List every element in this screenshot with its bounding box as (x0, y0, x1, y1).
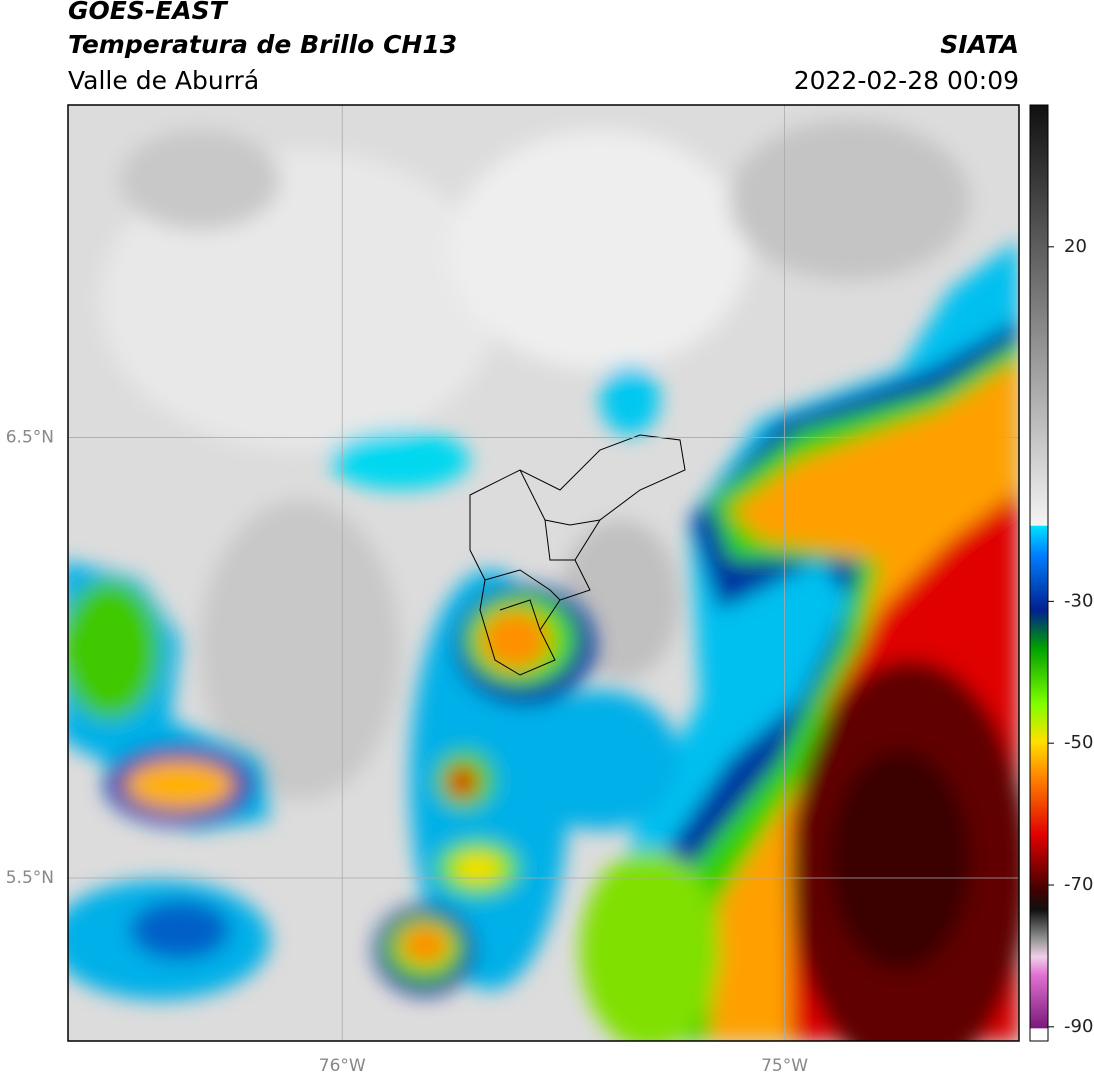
source: SIATA (940, 30, 1019, 59)
region: Valle de Aburrá (68, 66, 259, 95)
satellite-image (68, 105, 1019, 1041)
x-tick-label: 76°W (319, 1056, 366, 1076)
title: GOES-EAST (68, 0, 229, 25)
colorbar-tick-label: -50 (1064, 732, 1093, 753)
datetime: 2022-02-28 00:09 (794, 66, 1019, 95)
y-tick-label: 5.5°N (6, 868, 54, 888)
valley-outline (469, 434, 686, 676)
colorbar-tick-label: -90 (1064, 1016, 1093, 1037)
colorbar-tick-label: -70 (1064, 874, 1093, 895)
x-tick-label: 75°W (761, 1056, 808, 1076)
y-tick-label: 6.5°N (6, 428, 54, 448)
map-frame (67, 104, 1020, 1042)
colorbar-tick-label: 20 (1064, 236, 1087, 257)
subtitle: Temperatura de Brillo CH13 (68, 30, 457, 59)
colorbar-tick-label: -30 (1064, 590, 1093, 611)
colorbar (1029, 104, 1049, 1042)
graticule (68, 105, 1019, 1041)
